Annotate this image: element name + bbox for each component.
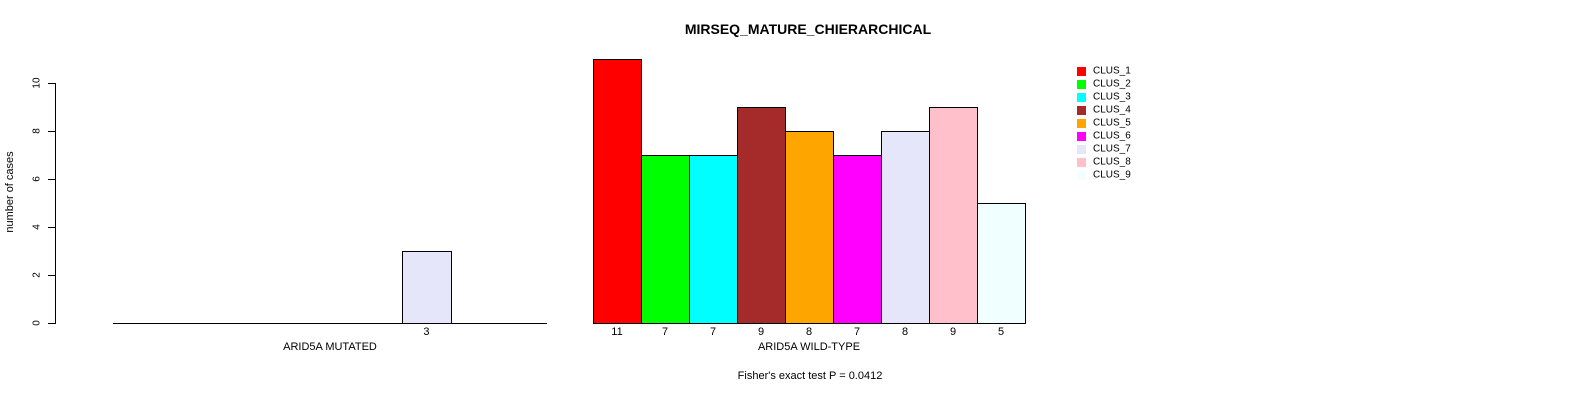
y-axis-tick [48, 179, 55, 180]
legend-label: CLUS_9 [1093, 169, 1131, 181]
bar-clus_7 [881, 131, 930, 324]
legend-swatch-clus_3 [1077, 92, 1086, 102]
bar-value-label: 7 [661, 326, 669, 338]
bar-clus_3 [689, 155, 738, 324]
bar-clus_9 [977, 203, 1026, 324]
y-axis-tick [48, 275, 55, 276]
y-axis-tick [48, 227, 55, 228]
y-axis-tick-label: 6 [31, 176, 43, 182]
legend-swatch-clus_6 [1077, 131, 1086, 141]
x-axis-baseline [113, 323, 547, 324]
bar-clus_7 [402, 251, 452, 324]
bar-value-label: 3 [423, 326, 430, 338]
legend-swatch-clus_1 [1077, 66, 1086, 76]
legend-label: CLUS_1 [1093, 65, 1131, 77]
y-axis-tick-label: 10 [31, 77, 43, 89]
bar-clus_6 [833, 155, 882, 324]
chart-title: MIRSEQ_MATURE_CHIERARCHICAL [684, 21, 932, 37]
y-axis-label: number of cases [4, 151, 16, 233]
legend-swatch-clus_4 [1077, 105, 1086, 115]
fisher-test-note: Fisher's exact test P = 0.0412 [737, 370, 883, 382]
bar-clus_4 [737, 107, 786, 324]
bar-value-label: 9 [757, 326, 765, 338]
y-axis-tick [48, 131, 55, 132]
bar-clus_2 [641, 155, 690, 324]
bar-value-label: 7 [853, 326, 861, 338]
group-label: ARID5A WILD-TYPE [757, 341, 861, 353]
legend-swatch-clus_2 [1077, 79, 1086, 89]
legend-swatch-clus_7 [1077, 144, 1086, 154]
bar-value-label: 8 [805, 326, 813, 338]
legend-label: CLUS_4 [1093, 104, 1131, 116]
bar-clus_8 [929, 107, 978, 324]
bar-clus_1 [593, 59, 642, 324]
bar-value-label: 7 [709, 326, 717, 338]
y-axis-tick-label: 0 [31, 320, 43, 326]
bar-value-label: 9 [949, 326, 957, 338]
legend-swatch-clus_9 [1077, 170, 1086, 180]
legend-label: CLUS_3 [1093, 91, 1131, 103]
bar-value-label: 11 [611, 326, 623, 338]
legend-swatch-clus_5 [1077, 118, 1086, 128]
bar-value-label: 5 [997, 326, 1005, 338]
y-axis-tick [48, 83, 55, 84]
legend-label: CLUS_6 [1093, 130, 1131, 142]
bar-value-label: 8 [901, 326, 909, 338]
y-axis-tick [48, 323, 55, 324]
legend-label: CLUS_2 [1093, 78, 1131, 90]
y-axis-tick-label: 8 [31, 128, 43, 134]
y-axis-tick-label: 4 [31, 224, 43, 230]
bar-clus_5 [785, 131, 834, 324]
legend-label: CLUS_7 [1093, 143, 1131, 155]
legend-label: CLUS_5 [1093, 117, 1131, 129]
group-label: ARID5A MUTATED [283, 341, 377, 353]
legend-label: CLUS_8 [1093, 156, 1131, 168]
y-axis-line [55, 83, 56, 324]
legend-swatch-clus_8 [1077, 157, 1086, 167]
y-axis-tick-label: 2 [31, 272, 43, 278]
